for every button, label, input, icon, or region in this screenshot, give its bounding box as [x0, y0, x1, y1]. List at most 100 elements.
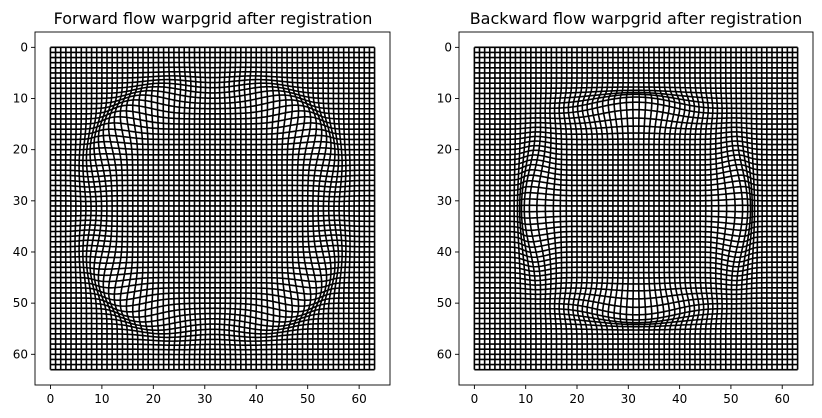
grid-line-vertical: [730, 47, 744, 370]
grid-line-vertical: [270, 47, 275, 370]
grid-line-vertical: [312, 47, 323, 370]
grid-line-vertical: [642, 47, 647, 370]
grid-line-horizontal: [50, 75, 375, 79]
x-tick-label: 50: [723, 392, 738, 406]
grid-line-horizontal: [50, 234, 375, 238]
y-tick-label: 30: [437, 194, 452, 208]
grid-line-horizontal: [474, 322, 798, 328]
grid-line-vertical: [281, 47, 287, 370]
grid-line-horizontal: [50, 266, 375, 270]
grid-line-vertical: [228, 47, 232, 370]
grid-line-vertical: [260, 47, 263, 370]
x-tick-label: 40: [672, 392, 687, 406]
chart-title: Backward flow warpgrid after registratio…: [470, 9, 803, 28]
grid-line-vertical: [637, 47, 641, 370]
grid-line-vertical: [317, 47, 328, 370]
grid-line-vertical: [581, 47, 589, 370]
grid-line-horizontal: [50, 302, 375, 313]
grid-line-vertical: [528, 47, 542, 370]
grid-line-horizontal: [474, 251, 798, 259]
grid-line-vertical: [699, 47, 705, 370]
grid-line-vertical: [254, 47, 258, 370]
grid-line-horizontal: [50, 194, 375, 198]
grid-line-vertical: [286, 47, 294, 370]
grid-line-vertical: [567, 47, 573, 370]
grid-line-horizontal: [474, 108, 798, 120]
grid-line-horizontal: [50, 134, 375, 141]
grid-line-horizontal: [474, 292, 798, 300]
x-tick-label: 10: [518, 392, 533, 406]
grid-line-vertical: [138, 47, 144, 370]
grid-line-horizontal: [50, 261, 375, 264]
grid-line-horizontal: [50, 219, 375, 223]
grid-line-horizontal: [50, 179, 375, 183]
y-tick-label: 30: [13, 194, 28, 208]
grid-line-vertical: [82, 47, 88, 370]
grid-line-horizontal: [474, 89, 798, 95]
x-tick-label: 10: [94, 392, 109, 406]
grid-line-horizontal: [50, 312, 375, 323]
grid-line-horizontal: [50, 122, 375, 130]
grid-line-vertical: [107, 47, 119, 370]
grid-line-horizontal: [474, 312, 798, 324]
grid-line-vertical: [193, 47, 197, 370]
y-tick-label: 10: [13, 92, 28, 106]
grid-line-horizontal: [50, 169, 375, 173]
grid-line-vertical: [552, 47, 558, 370]
grid-line-horizontal: [474, 276, 798, 282]
backward-flow-panel: Backward flow warpgrid after registratio…: [437, 9, 814, 406]
grid-line-vertical: [113, 47, 124, 370]
grid-line-horizontal: [474, 302, 798, 316]
grid-line-vertical: [156, 47, 160, 370]
grid-line-horizontal: [474, 220, 798, 226]
grid-line-vertical: [238, 47, 242, 370]
grid-line-vertical: [704, 47, 710, 370]
grid-line-vertical: [342, 47, 347, 370]
grid-line-vertical: [694, 47, 700, 370]
grid-line-vertical: [513, 47, 517, 370]
grid-line-horizontal: [50, 200, 375, 203]
grid-line-horizontal: [474, 230, 798, 237]
grid-line-horizontal: [50, 70, 375, 74]
x-tick-label: 20: [146, 392, 161, 406]
grid-line-horizontal: [50, 224, 375, 228]
grid-line-vertical: [613, 47, 619, 370]
grid-line-vertical: [301, 47, 312, 370]
grid-line-horizontal: [474, 327, 798, 331]
grid-line-vertical: [337, 47, 343, 370]
grid-line-horizontal: [50, 128, 375, 136]
grid-line-vertical: [203, 47, 207, 370]
grid-line-vertical: [678, 47, 686, 370]
y-tick-label: 10: [437, 92, 452, 106]
grid-line-horizontal: [50, 286, 375, 295]
grid-line-horizontal: [474, 93, 798, 105]
y-tick-label: 60: [437, 347, 452, 361]
chart-title: Forward flow warpgrid after registration: [54, 9, 373, 28]
grid-line-vertical: [673, 47, 681, 370]
grid-line-vertical: [520, 47, 532, 370]
grid-line-horizontal: [50, 184, 375, 188]
grid-line-horizontal: [50, 255, 375, 259]
grid-line-horizontal: [50, 317, 375, 328]
grid-line-horizontal: [474, 191, 798, 197]
grid-line-vertical: [167, 47, 171, 370]
grid-line-vertical: [173, 47, 176, 370]
grid-line-vertical: [648, 47, 653, 370]
grid-line-horizontal: [50, 110, 375, 120]
grid-line-vertical: [724, 47, 736, 370]
grid-line-vertical: [125, 47, 134, 370]
grid-line-vertical: [183, 47, 187, 370]
grid-line-vertical: [663, 47, 671, 370]
grid-line-horizontal: [474, 246, 798, 254]
grid-line-horizontal: [474, 91, 798, 100]
grid-line-horizontal: [50, 147, 375, 151]
grid-line-horizontal: [50, 338, 375, 342]
grid-line-vertical: [668, 47, 676, 370]
grid-line-vertical: [243, 47, 247, 370]
grid-line-horizontal: [50, 281, 375, 289]
grid-line-vertical: [150, 47, 155, 370]
y-tick-label: 20: [13, 143, 28, 157]
grid-line-horizontal: [474, 204, 798, 207]
grid-line-horizontal: [50, 229, 375, 233]
grid-line-horizontal: [474, 131, 798, 136]
